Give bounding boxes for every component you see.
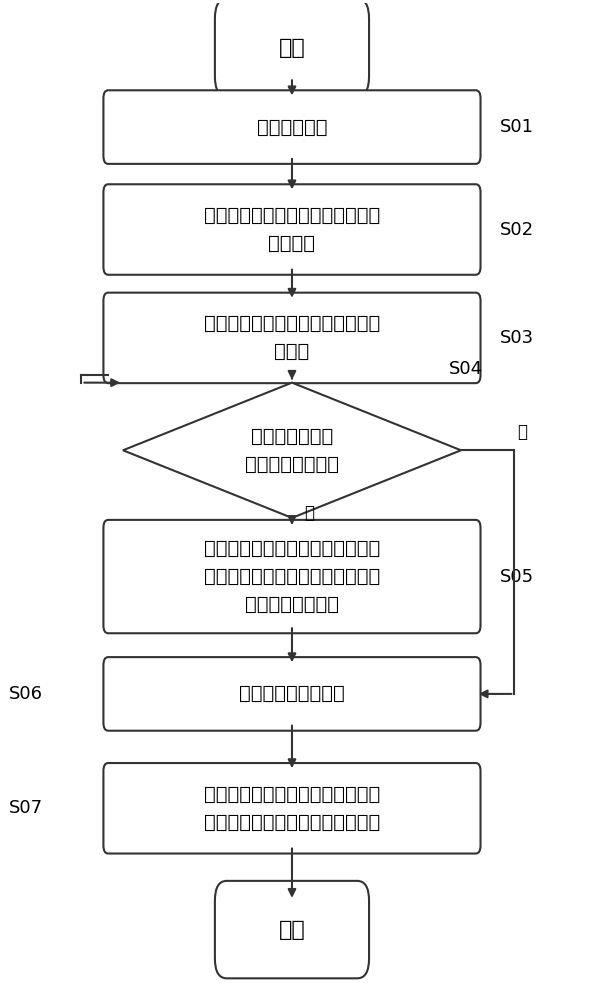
FancyBboxPatch shape xyxy=(104,520,481,633)
Text: 控制底盘从当前位置移动至所述目
标位置: 控制底盘从当前位置移动至所述目 标位置 xyxy=(204,314,380,361)
Polygon shape xyxy=(123,383,461,518)
Text: S04: S04 xyxy=(449,360,483,378)
FancyBboxPatch shape xyxy=(215,881,369,978)
FancyBboxPatch shape xyxy=(104,90,481,164)
FancyBboxPatch shape xyxy=(215,0,369,96)
Text: S07: S07 xyxy=(9,799,43,817)
Text: S01: S01 xyxy=(499,118,533,136)
Text: 结束: 结束 xyxy=(278,920,305,940)
Text: S03: S03 xyxy=(499,329,533,347)
Text: 通过控制第一电机绕垂直方向转动
和控制第二电机绕水平方向转动来
调整摄像头的方向: 通过控制第一电机绕垂直方向转动 和控制第二电机绕水平方向转动来 调整摄像头的方向 xyxy=(204,539,380,614)
FancyBboxPatch shape xyxy=(104,763,481,854)
Text: 否: 否 xyxy=(304,504,314,522)
FancyBboxPatch shape xyxy=(104,657,481,731)
Text: 根据所述拍摄目标确定底盘移动的
目标位置: 根据所述拍摄目标确定底盘移动的 目标位置 xyxy=(204,206,380,253)
FancyBboxPatch shape xyxy=(104,293,481,383)
FancyBboxPatch shape xyxy=(104,184,481,275)
Text: S06: S06 xyxy=(9,685,43,703)
Text: 确定拍摄目标: 确定拍摄目标 xyxy=(257,118,327,137)
Text: 开始: 开始 xyxy=(278,38,305,58)
Text: 对摄像头拍摄到的图像进行图像预
处理和图像识别，并输出识别结果: 对摄像头拍摄到的图像进行图像预 处理和图像识别，并输出识别结果 xyxy=(204,785,380,832)
Text: 控制摄像头进行拍摄: 控制摄像头进行拍摄 xyxy=(239,684,345,703)
Text: S02: S02 xyxy=(499,221,533,239)
Text: 判断摄像头是否
对准所述拍摄目标: 判断摄像头是否 对准所述拍摄目标 xyxy=(245,427,339,474)
Text: S05: S05 xyxy=(499,568,533,586)
Text: 是: 是 xyxy=(517,423,527,441)
